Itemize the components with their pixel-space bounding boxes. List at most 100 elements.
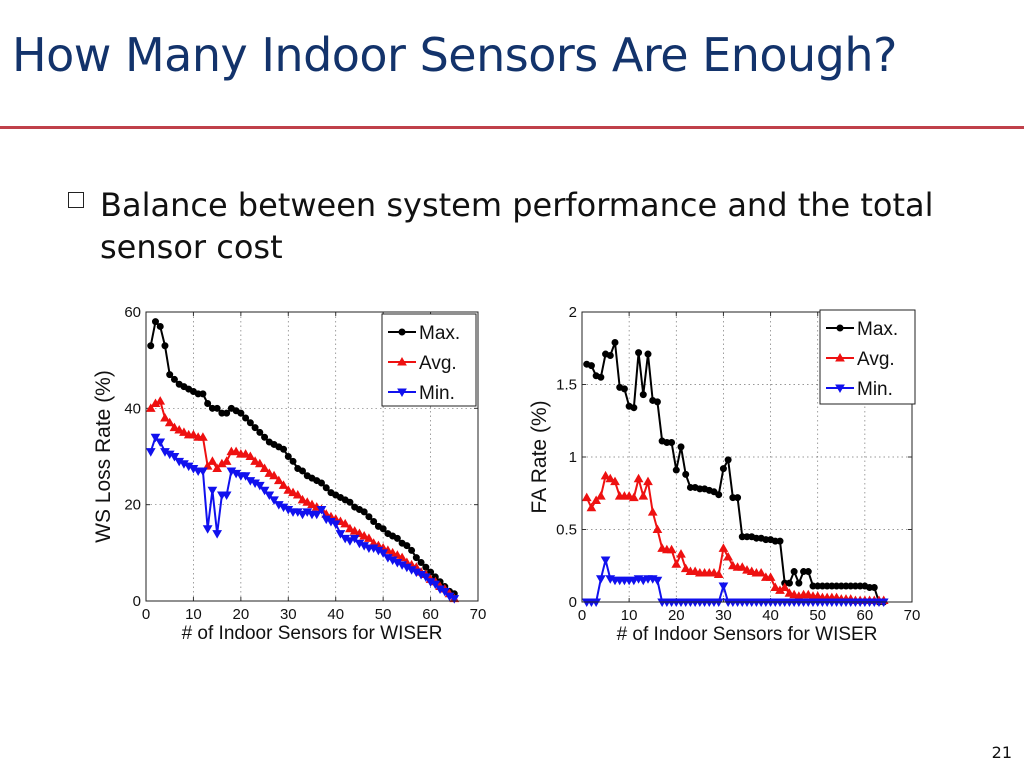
x-axis-label: # of Indoor Sensors for WISER bbox=[617, 624, 878, 645]
data-point bbox=[242, 414, 250, 422]
legend-label: Max. bbox=[857, 319, 898, 340]
data-point bbox=[790, 568, 798, 576]
data-point bbox=[364, 533, 374, 542]
data-point bbox=[606, 352, 614, 359]
data-point bbox=[316, 505, 327, 515]
data-point bbox=[246, 419, 254, 427]
data-point bbox=[155, 396, 166, 405]
data-point bbox=[804, 568, 812, 576]
data-point bbox=[370, 518, 378, 526]
data-point bbox=[666, 544, 677, 554]
y-tick-label: 0.5 bbox=[556, 522, 577, 539]
title-divider bbox=[0, 126, 1024, 129]
data-point bbox=[346, 498, 354, 506]
data-point bbox=[677, 443, 685, 451]
data-point bbox=[330, 520, 341, 529]
data-point bbox=[633, 473, 644, 483]
legend-marker bbox=[836, 324, 844, 332]
data-point bbox=[397, 552, 407, 562]
data-point bbox=[776, 537, 784, 545]
data-point bbox=[620, 385, 628, 393]
data-point bbox=[387, 547, 398, 557]
data-point bbox=[261, 433, 269, 441]
data-point bbox=[345, 523, 355, 533]
data-point bbox=[317, 479, 325, 487]
data-point bbox=[240, 449, 251, 458]
data-point bbox=[166, 371, 174, 379]
y-tick-label: 1 bbox=[569, 449, 577, 466]
data-point bbox=[719, 465, 727, 473]
data-point bbox=[145, 448, 156, 457]
legend-box bbox=[381, 313, 477, 407]
data-point bbox=[198, 467, 208, 476]
data-point bbox=[737, 562, 748, 571]
x-tick-label: 10 bbox=[185, 606, 202, 623]
data-point bbox=[150, 433, 161, 443]
data-point bbox=[207, 456, 218, 465]
data-point bbox=[610, 476, 620, 486]
data-point bbox=[628, 492, 639, 502]
y-tick-label: 0 bbox=[133, 593, 141, 610]
y-tick-label: 0 bbox=[569, 594, 577, 611]
data-point bbox=[147, 342, 155, 350]
data-point bbox=[221, 456, 232, 465]
data-point bbox=[680, 563, 691, 573]
data-point bbox=[174, 425, 185, 434]
x-tick-label: 40 bbox=[327, 606, 344, 623]
x-tick-label: 30 bbox=[280, 606, 297, 623]
data-point bbox=[155, 438, 166, 448]
data-point bbox=[652, 576, 663, 586]
data-point bbox=[280, 445, 288, 453]
data-point bbox=[734, 494, 742, 502]
data-point bbox=[202, 461, 213, 470]
data-point bbox=[237, 409, 245, 417]
plot-frame bbox=[581, 311, 913, 603]
data-point bbox=[156, 322, 164, 330]
data-point bbox=[643, 476, 653, 486]
data-point bbox=[221, 491, 232, 501]
data-point bbox=[259, 486, 270, 496]
x-tick-label: 50 bbox=[809, 607, 826, 624]
data-point bbox=[307, 499, 317, 509]
data-point bbox=[289, 457, 297, 465]
legend-label: Min. bbox=[419, 383, 455, 404]
data-point bbox=[676, 549, 686, 558]
data-point bbox=[145, 403, 156, 412]
y-tick-label: 1.5 bbox=[556, 377, 577, 394]
data-point bbox=[311, 510, 322, 520]
y-axis-label: FA Rate (%) bbox=[528, 400, 551, 513]
data-point bbox=[724, 456, 732, 464]
data-point bbox=[408, 546, 416, 554]
data-point bbox=[378, 549, 389, 558]
x-tick-label: 70 bbox=[470, 606, 487, 623]
data-point bbox=[269, 496, 279, 505]
data-point bbox=[264, 491, 275, 501]
data-point bbox=[349, 534, 360, 544]
data-point bbox=[587, 362, 595, 370]
data-point bbox=[682, 470, 690, 478]
data-point bbox=[340, 518, 351, 528]
x-tick-label: 30 bbox=[715, 607, 732, 624]
legend-marker bbox=[835, 384, 845, 394]
x-axis-label: # of Indoor Sensors for WISER bbox=[182, 623, 443, 644]
data-point bbox=[164, 417, 175, 427]
data-point bbox=[256, 428, 264, 436]
data-point bbox=[254, 481, 265, 491]
data-point bbox=[600, 470, 611, 480]
page-number: 21 bbox=[991, 743, 1012, 762]
data-point bbox=[713, 569, 724, 578]
data-point bbox=[151, 318, 159, 326]
x-tick-label: 50 bbox=[375, 606, 392, 623]
data-point bbox=[392, 550, 403, 559]
data-point bbox=[379, 525, 387, 533]
legend-marker bbox=[398, 328, 406, 336]
data-point bbox=[360, 508, 368, 516]
data-point bbox=[630, 404, 638, 412]
data-point bbox=[170, 375, 178, 383]
slide-title: How Many Indoor Sensors Are Enough? bbox=[12, 28, 897, 82]
data-point bbox=[160, 412, 170, 422]
data-point bbox=[779, 582, 790, 591]
data-point bbox=[718, 543, 729, 552]
data-point bbox=[644, 350, 652, 358]
